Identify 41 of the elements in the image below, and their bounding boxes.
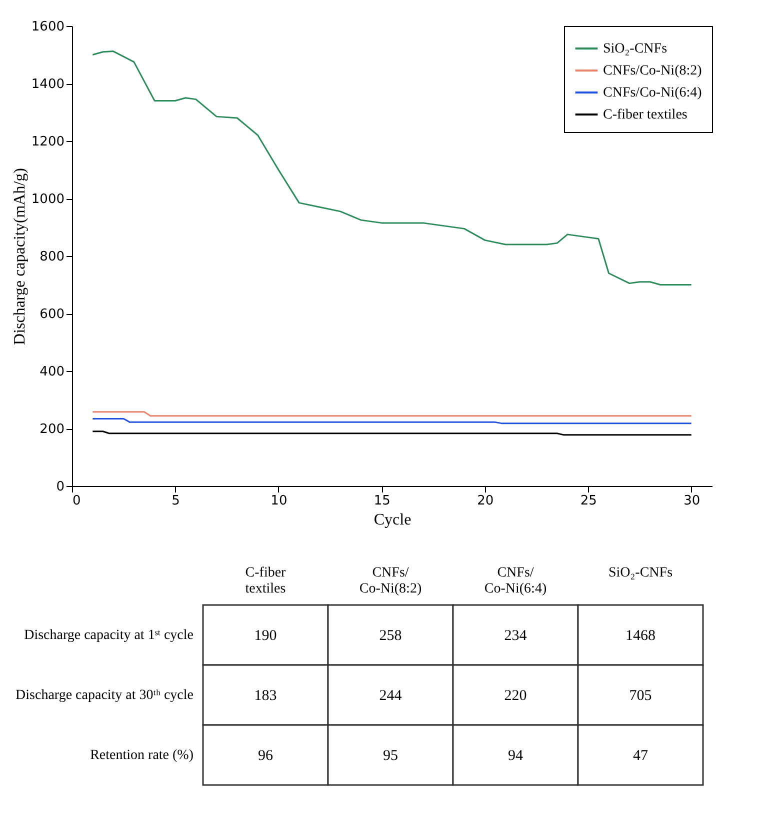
x-tick-label: 20 [477, 494, 494, 508]
data-label: 220 [504, 688, 527, 704]
legend-label: CNFs/Co-Ni(8:2) [603, 64, 702, 78]
x-tick-label: CNFs/ Co-Ni(6:4) [484, 566, 547, 596]
y-tick-label: Discharge capacity at 1ˢᵗ cycle [24, 628, 194, 643]
x-tick-label: CNFs/ Co-Ni(8:2) [359, 566, 422, 596]
data-label: 244 [379, 688, 402, 704]
x-tick-label: SiO₂-CNFs [608, 566, 673, 580]
data-label: 47 [633, 748, 648, 764]
legend-label: CNFs/Co-Ni(6:4) [603, 86, 702, 100]
data-label: 705 [629, 688, 652, 704]
y-tick-label: 1400 [31, 77, 64, 92]
data-label: 234 [504, 628, 528, 644]
data-label: 1468 [626, 628, 656, 644]
x-tick-label: 10 [270, 494, 288, 508]
x-tick-label: 25 [580, 494, 597, 508]
x-axis-title: Cycle [374, 512, 412, 528]
data-label: 95 [383, 748, 398, 764]
legend-label: C-fiber textiles [603, 108, 688, 122]
data-label: 183 [254, 688, 277, 704]
y-tick-label: 1000 [31, 192, 64, 207]
x-tick-label: C-fiber textiles [245, 566, 286, 596]
x-tick-label: 30 [684, 494, 700, 508]
y-tick-label: 0 [56, 480, 64, 494]
legend-label: SiO₂-CNFs [603, 42, 668, 56]
y-tick-label: 400 [40, 364, 64, 380]
y-tick-label: 200 [40, 422, 64, 437]
x-tick-label: 5 [172, 494, 180, 508]
y-tick-label: 1200 [31, 134, 64, 150]
data-label: 96 [258, 748, 274, 764]
y-axis-title: Discharge capacity(mAh/g) [11, 168, 28, 345]
data-label: 190 [254, 628, 277, 644]
y-tick-label: 600 [40, 307, 64, 322]
y-tick-label: Retention rate (%) [90, 748, 194, 763]
y-tick-label: Discharge capacity at 30ᵗʰ cycle [16, 688, 194, 703]
data-label: 94 [508, 748, 524, 764]
x-tick-label: 0 [72, 494, 81, 508]
x-tick-label: 15 [374, 494, 390, 508]
data-label: 258 [379, 628, 402, 644]
y-tick-label: 800 [40, 250, 64, 264]
y-tick-label: 1600 [31, 20, 64, 34]
